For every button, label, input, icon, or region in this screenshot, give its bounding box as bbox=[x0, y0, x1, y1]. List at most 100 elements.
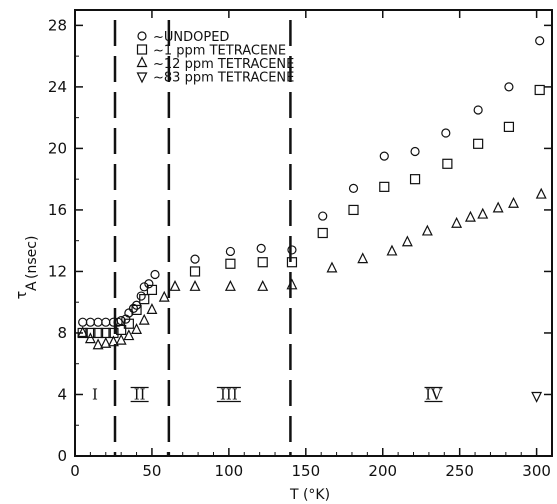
region-label: IV bbox=[425, 385, 443, 403]
legend-marker bbox=[136, 72, 148, 84]
y-axis-ticks: 0 4 8 12 16 20 24 28 bbox=[48, 16, 552, 465]
data-point bbox=[257, 279, 269, 291]
y-axis-title-symbol: τ bbox=[14, 291, 30, 299]
x-tick-label: 50 bbox=[142, 462, 161, 480]
data-point bbox=[146, 303, 158, 314]
y-tick-label: 8 bbox=[57, 324, 67, 342]
data-point bbox=[534, 84, 545, 96]
legend-label: ~83 ppm TETRACENE bbox=[153, 71, 294, 86]
data-point bbox=[131, 323, 143, 334]
x-axis-ticks: 0 50 100 150 200 250 300 bbox=[70, 10, 551, 480]
data-point bbox=[150, 269, 160, 280]
data-point bbox=[101, 317, 111, 327]
data-point bbox=[477, 207, 489, 219]
x-tick-label: 250 bbox=[445, 462, 474, 480]
x-axis-title: T (°K) bbox=[289, 487, 330, 503]
data-point bbox=[504, 82, 514, 92]
data-points bbox=[77, 36, 547, 403]
data-point bbox=[287, 245, 297, 255]
data-point bbox=[451, 216, 463, 228]
data-point bbox=[348, 204, 359, 216]
data-point bbox=[107, 335, 119, 347]
data-point bbox=[535, 187, 547, 199]
region-labels: I II III IV bbox=[92, 385, 443, 403]
data-point bbox=[144, 279, 154, 289]
data-point bbox=[492, 201, 504, 213]
data-point bbox=[421, 224, 433, 236]
data-point bbox=[379, 181, 390, 192]
data-point bbox=[326, 261, 338, 273]
legend-label: ~12 ppm TETRACENE bbox=[153, 57, 294, 72]
legend-label: ~UNDOPED bbox=[153, 30, 229, 45]
y-tick-label: 12 bbox=[48, 262, 67, 280]
data-point bbox=[410, 146, 420, 157]
x-tick-label: 100 bbox=[215, 462, 244, 480]
data-point bbox=[318, 211, 328, 221]
data-point bbox=[116, 316, 126, 326]
data-point bbox=[190, 254, 200, 264]
data-point bbox=[189, 266, 201, 277]
data-point bbox=[128, 303, 139, 313]
x-tick-label: 300 bbox=[522, 462, 551, 480]
region-label: III bbox=[220, 385, 238, 403]
region-label: I bbox=[92, 385, 98, 403]
phase-boundaries bbox=[113, 20, 292, 456]
series-1 bbox=[77, 84, 545, 339]
plot-frame bbox=[74, 9, 553, 457]
y-tick-label: 0 bbox=[57, 447, 67, 465]
data-point bbox=[473, 105, 483, 115]
region-label: II bbox=[134, 385, 146, 403]
data-point bbox=[146, 284, 158, 296]
legend-marker bbox=[136, 56, 148, 68]
data-point bbox=[131, 304, 142, 315]
data-point bbox=[138, 313, 150, 325]
legend: ~UNDOPED~1 ppm TETRACENE~12 ppm TETRACEN… bbox=[136, 30, 294, 86]
data-point bbox=[379, 151, 389, 161]
data-point bbox=[464, 210, 476, 222]
y-tick-label: 24 bbox=[48, 78, 67, 96]
data-point bbox=[92, 338, 104, 350]
data-point bbox=[357, 252, 369, 264]
data-point bbox=[441, 128, 451, 138]
data-point bbox=[473, 138, 484, 149]
y-axis-title-subscript: A bbox=[24, 281, 40, 291]
data-point bbox=[256, 243, 266, 253]
data-point bbox=[77, 326, 89, 338]
data-point bbox=[503, 121, 515, 132]
legend-marker bbox=[137, 31, 147, 41]
series-0 bbox=[78, 36, 545, 327]
data-point bbox=[123, 318, 134, 329]
data-point bbox=[286, 257, 298, 268]
data-point bbox=[348, 183, 359, 193]
y-tick-label: 4 bbox=[57, 385, 67, 403]
data-point bbox=[85, 317, 95, 327]
series-3 bbox=[531, 391, 543, 403]
data-point bbox=[224, 279, 236, 291]
data-point bbox=[93, 317, 103, 327]
x-tick-label: 200 bbox=[368, 462, 397, 480]
data-point bbox=[531, 391, 543, 403]
legend-marker bbox=[136, 44, 148, 55]
data-point bbox=[189, 279, 201, 291]
data-point bbox=[442, 158, 453, 169]
data-point bbox=[139, 282, 149, 292]
data-point bbox=[139, 294, 150, 305]
data-point bbox=[169, 279, 181, 291]
series-2 bbox=[77, 187, 547, 350]
y-tick-label: 16 bbox=[48, 201, 67, 219]
data-point bbox=[409, 174, 421, 185]
y-tick-label: 20 bbox=[48, 139, 67, 157]
data-point bbox=[115, 333, 127, 345]
data-point bbox=[317, 227, 328, 239]
y-tick-label: 28 bbox=[48, 16, 67, 34]
data-point bbox=[158, 290, 170, 302]
data-point bbox=[401, 235, 413, 247]
data-point bbox=[386, 244, 398, 256]
data-point bbox=[225, 258, 236, 269]
data-point bbox=[508, 196, 520, 208]
x-tick-label: 150 bbox=[291, 462, 320, 480]
data-point bbox=[123, 329, 135, 341]
data-point bbox=[535, 36, 545, 46]
data-point bbox=[92, 327, 104, 339]
